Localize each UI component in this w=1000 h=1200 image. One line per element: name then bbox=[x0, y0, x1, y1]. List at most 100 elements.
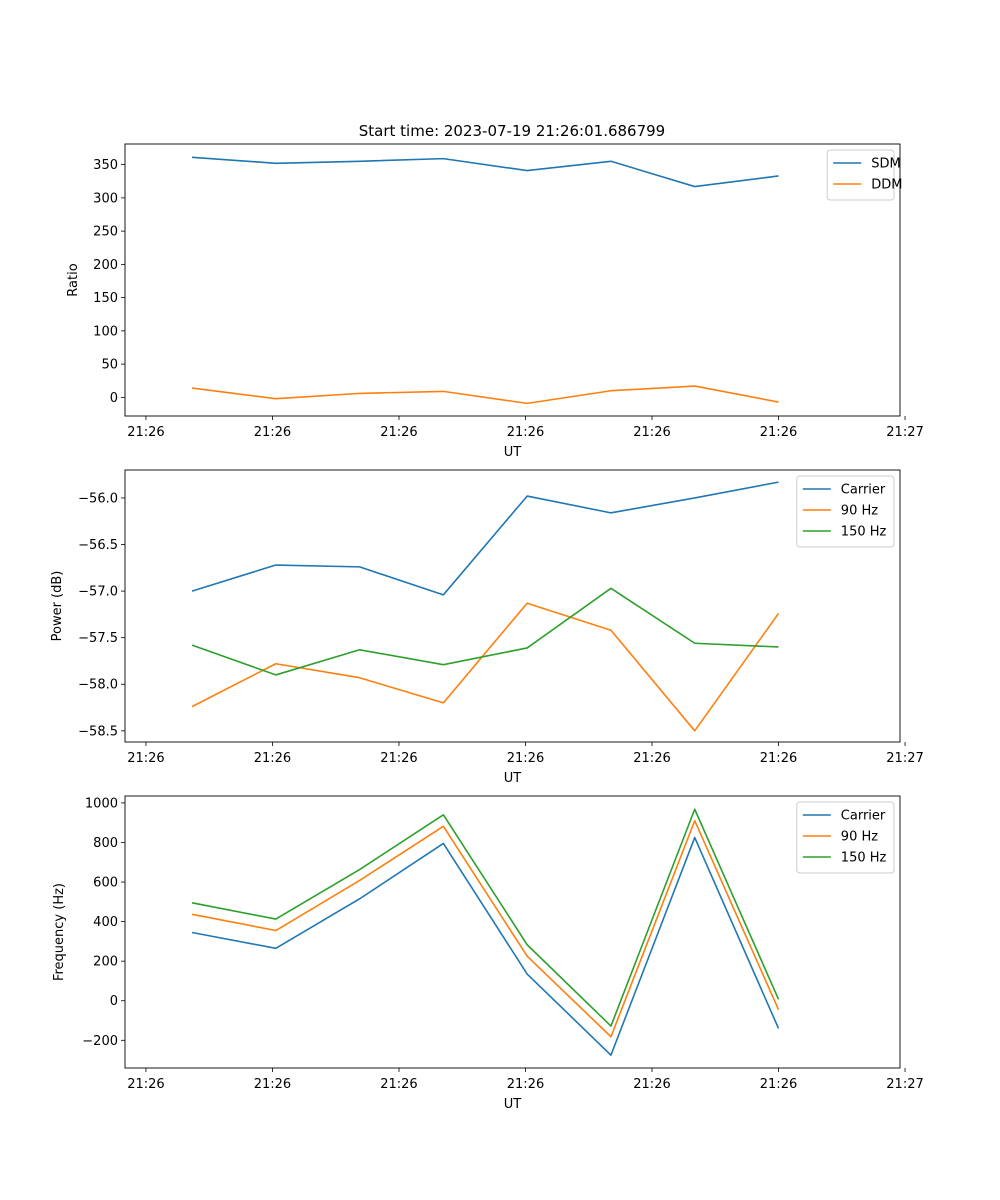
y-tick-label: −56.0 bbox=[78, 491, 118, 506]
series-line-90-hz bbox=[191, 602, 780, 732]
data-point bbox=[358, 868, 361, 871]
series-line-ddm bbox=[191, 385, 779, 405]
data-point bbox=[777, 1008, 780, 1011]
data-point bbox=[358, 565, 361, 568]
data-point bbox=[609, 160, 612, 163]
legend-label: DDM bbox=[871, 178, 902, 193]
y-tick-label: 400 bbox=[93, 915, 118, 930]
data-point bbox=[609, 1025, 612, 1028]
legend-label: Carrier bbox=[841, 483, 886, 498]
data-point bbox=[191, 644, 194, 647]
x-tick-label: 21:26 bbox=[380, 1077, 417, 1092]
data-point bbox=[442, 813, 445, 816]
data-point bbox=[693, 819, 696, 822]
x-tick-label: 21:26 bbox=[633, 751, 670, 766]
x-axis-label: UT bbox=[504, 771, 522, 786]
data-point bbox=[609, 389, 612, 392]
data-point bbox=[777, 645, 780, 648]
x-tick-label: 21:26 bbox=[507, 1077, 544, 1092]
y-tick-label: −58.5 bbox=[78, 724, 118, 739]
data-point bbox=[693, 642, 696, 645]
x-axis-label: UT bbox=[504, 445, 522, 460]
data-point bbox=[442, 842, 445, 845]
y-tick-label: 50 bbox=[101, 358, 118, 373]
y-tick-label: −58.0 bbox=[78, 678, 118, 693]
data-point bbox=[191, 913, 194, 916]
data-point bbox=[609, 1035, 612, 1038]
data-point bbox=[693, 496, 696, 499]
axes-frame bbox=[124, 469, 901, 743]
legend: SDM DDM bbox=[826, 149, 902, 201]
data-point bbox=[274, 947, 277, 950]
data-point bbox=[358, 676, 361, 679]
x-tick-label: 21:26 bbox=[633, 1077, 670, 1092]
data-point bbox=[442, 825, 445, 828]
x-tick-label: 21:26 bbox=[380, 425, 417, 440]
series-line-90-hz bbox=[191, 819, 780, 1038]
y-tick-label: 150 bbox=[93, 291, 118, 306]
legend-label: 150 Hz bbox=[841, 851, 887, 866]
series-line-150-hz bbox=[191, 587, 779, 676]
y-tick-label: 200 bbox=[93, 258, 118, 273]
y-tick-label: 0 bbox=[110, 391, 118, 406]
data-point bbox=[191, 705, 194, 708]
data-point bbox=[358, 160, 361, 163]
chart-panel-3: −200 0 200 400 600 800 1000 21:26 21:26 21:26 21:2… bbox=[52, 795, 924, 1112]
data-point bbox=[442, 593, 445, 596]
data-point bbox=[609, 629, 612, 632]
data-point bbox=[526, 973, 529, 976]
x-tick-label: 21:27 bbox=[886, 751, 923, 766]
legend-label: SDM bbox=[871, 157, 900, 172]
data-point bbox=[777, 174, 780, 177]
series-line-carrier bbox=[191, 836, 780, 1056]
x-tick-label: 21:26 bbox=[760, 425, 797, 440]
data-point bbox=[777, 998, 780, 1001]
y-tick-label: 600 bbox=[93, 876, 118, 891]
y-tick-label: −57.5 bbox=[78, 631, 118, 646]
data-point bbox=[274, 564, 277, 567]
x-tick-label: 21:26 bbox=[254, 1077, 291, 1092]
data-point bbox=[191, 387, 194, 390]
y-axis-label: Ratio bbox=[66, 263, 81, 296]
data-point bbox=[609, 587, 612, 590]
y-tick-label: −200 bbox=[82, 1034, 118, 1049]
y-tick-label: 0 bbox=[110, 994, 118, 1009]
x-tick-label: 21:26 bbox=[127, 751, 164, 766]
data-point bbox=[274, 162, 277, 165]
data-point bbox=[693, 185, 696, 188]
data-point bbox=[526, 402, 529, 405]
x-tick-label: 21:26 bbox=[760, 751, 797, 766]
data-point bbox=[191, 156, 194, 159]
chart-panel-1: 0 50 100 150 200 250 300 350 21:26 21:26 21:26 21:2… bbox=[66, 143, 924, 460]
x-axis-label: UT bbox=[504, 1097, 522, 1112]
data-point bbox=[777, 401, 780, 404]
x-tick-label: 21:26 bbox=[507, 751, 544, 766]
y-tick-label: 1000 bbox=[85, 796, 118, 811]
data-point bbox=[693, 836, 696, 839]
data-point bbox=[526, 169, 529, 172]
series-line-150-hz bbox=[191, 808, 780, 1027]
data-point bbox=[609, 1054, 612, 1057]
y-tick-label: 100 bbox=[93, 324, 118, 339]
x-tick-label: 21:27 bbox=[886, 425, 923, 440]
x-tick-label: 21:26 bbox=[507, 425, 544, 440]
y-tick-label: 200 bbox=[93, 955, 118, 970]
data-point bbox=[693, 808, 696, 811]
x-tick-label: 21:26 bbox=[127, 1077, 164, 1092]
data-point bbox=[526, 495, 529, 498]
legend: Carrier 90 Hz 150 Hz bbox=[796, 801, 895, 874]
data-point bbox=[442, 157, 445, 160]
data-point bbox=[693, 729, 696, 732]
data-point bbox=[274, 662, 277, 665]
axes-frame bbox=[124, 143, 901, 417]
y-tick-label: 300 bbox=[93, 191, 118, 206]
x-tick-label: 21:26 bbox=[254, 425, 291, 440]
data-point bbox=[358, 648, 361, 651]
x-tick-label: 21:26 bbox=[127, 425, 164, 440]
legend-label: Carrier bbox=[841, 809, 886, 824]
data-point bbox=[274, 673, 277, 676]
x-tick-label: 21:27 bbox=[886, 1077, 923, 1092]
data-point bbox=[274, 929, 277, 932]
x-tick-label: 21:26 bbox=[380, 751, 417, 766]
